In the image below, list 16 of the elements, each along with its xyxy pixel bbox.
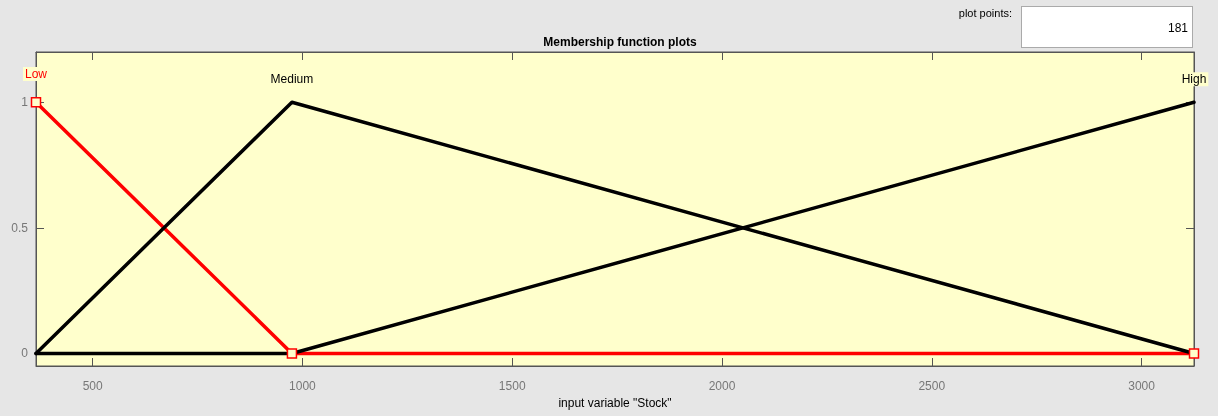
chart-title: Membership function plots: [543, 35, 697, 49]
x-axis-title: input variable "Stock": [558, 395, 672, 410]
x-tick-label: 2500: [918, 379, 946, 393]
y-tick-label: 0: [21, 346, 29, 361]
x-tick-label: 500: [82, 379, 103, 393]
x-tick-label: 3000: [1128, 379, 1156, 393]
x-tick-label: 1000: [289, 379, 317, 393]
series-label: Low: [24, 66, 48, 81]
number-field: 181: [1021, 6, 1193, 48]
y-tick-label: 0.5: [11, 220, 29, 235]
x-tick-label: 1500: [498, 379, 526, 393]
text: plot points:: [957, 7, 1012, 19]
series-label: Medium: [270, 72, 314, 87]
x-tick-label: 2000: [708, 379, 736, 393]
series-label: High: [1181, 72, 1207, 87]
y-tick-label: 1: [21, 95, 29, 110]
